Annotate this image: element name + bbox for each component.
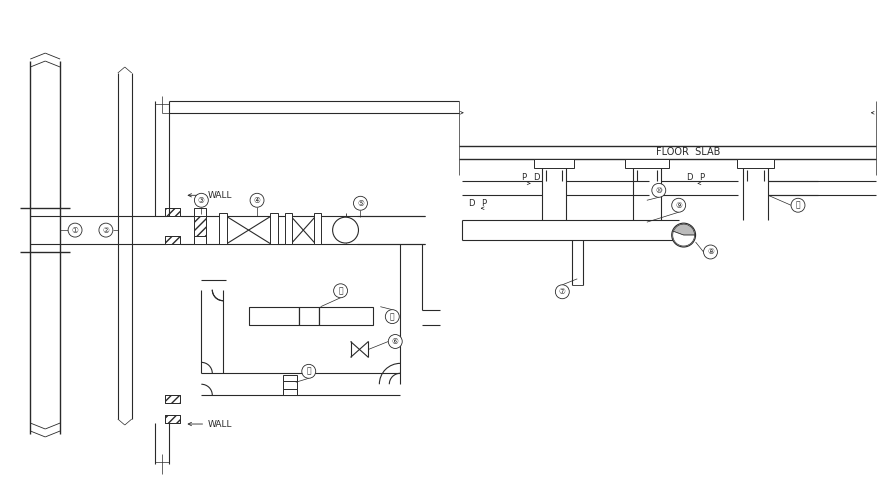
Bar: [219, 213, 227, 244]
Bar: [283, 379, 297, 393]
Bar: [534, 158, 574, 168]
Circle shape: [556, 285, 570, 299]
Bar: [283, 389, 297, 395]
Text: ⑨: ⑨: [675, 201, 682, 210]
Bar: [737, 158, 774, 168]
Bar: [165, 236, 181, 244]
Text: ⑤: ⑤: [357, 199, 364, 208]
Text: ⑦: ⑦: [559, 287, 566, 296]
Text: WALL: WALL: [207, 191, 232, 200]
Text: ⑩: ⑩: [656, 186, 662, 195]
Circle shape: [672, 223, 696, 247]
Text: WALL: WALL: [207, 419, 232, 428]
Text: ⑥: ⑥: [392, 337, 399, 346]
Circle shape: [354, 196, 368, 210]
Bar: [249, 307, 299, 325]
Text: P: P: [699, 173, 704, 182]
Circle shape: [332, 217, 359, 243]
Text: D: D: [533, 173, 540, 182]
Bar: [283, 375, 297, 381]
Text: ⑧: ⑧: [707, 248, 714, 256]
Circle shape: [68, 223, 82, 237]
Bar: [165, 395, 181, 403]
Wedge shape: [672, 232, 695, 246]
Bar: [165, 236, 181, 244]
Bar: [165, 415, 181, 423]
Bar: [165, 208, 181, 216]
Circle shape: [194, 193, 208, 207]
Bar: [194, 210, 206, 244]
Text: D: D: [469, 199, 475, 208]
Bar: [165, 415, 181, 423]
Circle shape: [302, 365, 315, 378]
Circle shape: [672, 198, 686, 212]
Wedge shape: [673, 224, 695, 235]
Text: ⑭: ⑭: [307, 367, 311, 376]
Text: ⑫: ⑫: [338, 286, 343, 295]
Circle shape: [99, 223, 113, 237]
Bar: [194, 208, 206, 216]
Bar: [299, 307, 319, 325]
Text: ⑬: ⑬: [390, 312, 394, 321]
Bar: [165, 395, 181, 403]
Circle shape: [652, 183, 665, 197]
Circle shape: [385, 310, 400, 324]
Text: ②: ②: [103, 226, 109, 235]
Text: ④: ④: [253, 196, 260, 205]
Text: P: P: [521, 173, 526, 182]
Text: ⑪: ⑪: [796, 201, 800, 210]
Circle shape: [334, 284, 347, 298]
Bar: [270, 213, 278, 244]
Text: FLOOR  SLAB: FLOOR SLAB: [657, 146, 721, 156]
Bar: [314, 213, 321, 244]
Bar: [625, 158, 669, 168]
Bar: [165, 208, 181, 216]
Text: ③: ③: [198, 196, 205, 205]
Bar: [285, 213, 291, 244]
Circle shape: [791, 198, 805, 212]
Text: D: D: [687, 173, 693, 182]
Bar: [194, 236, 206, 244]
Circle shape: [703, 245, 718, 259]
Bar: [319, 307, 373, 325]
Circle shape: [250, 193, 264, 207]
Text: P: P: [481, 199, 486, 208]
Text: ①: ①: [72, 226, 79, 235]
Circle shape: [388, 335, 402, 349]
